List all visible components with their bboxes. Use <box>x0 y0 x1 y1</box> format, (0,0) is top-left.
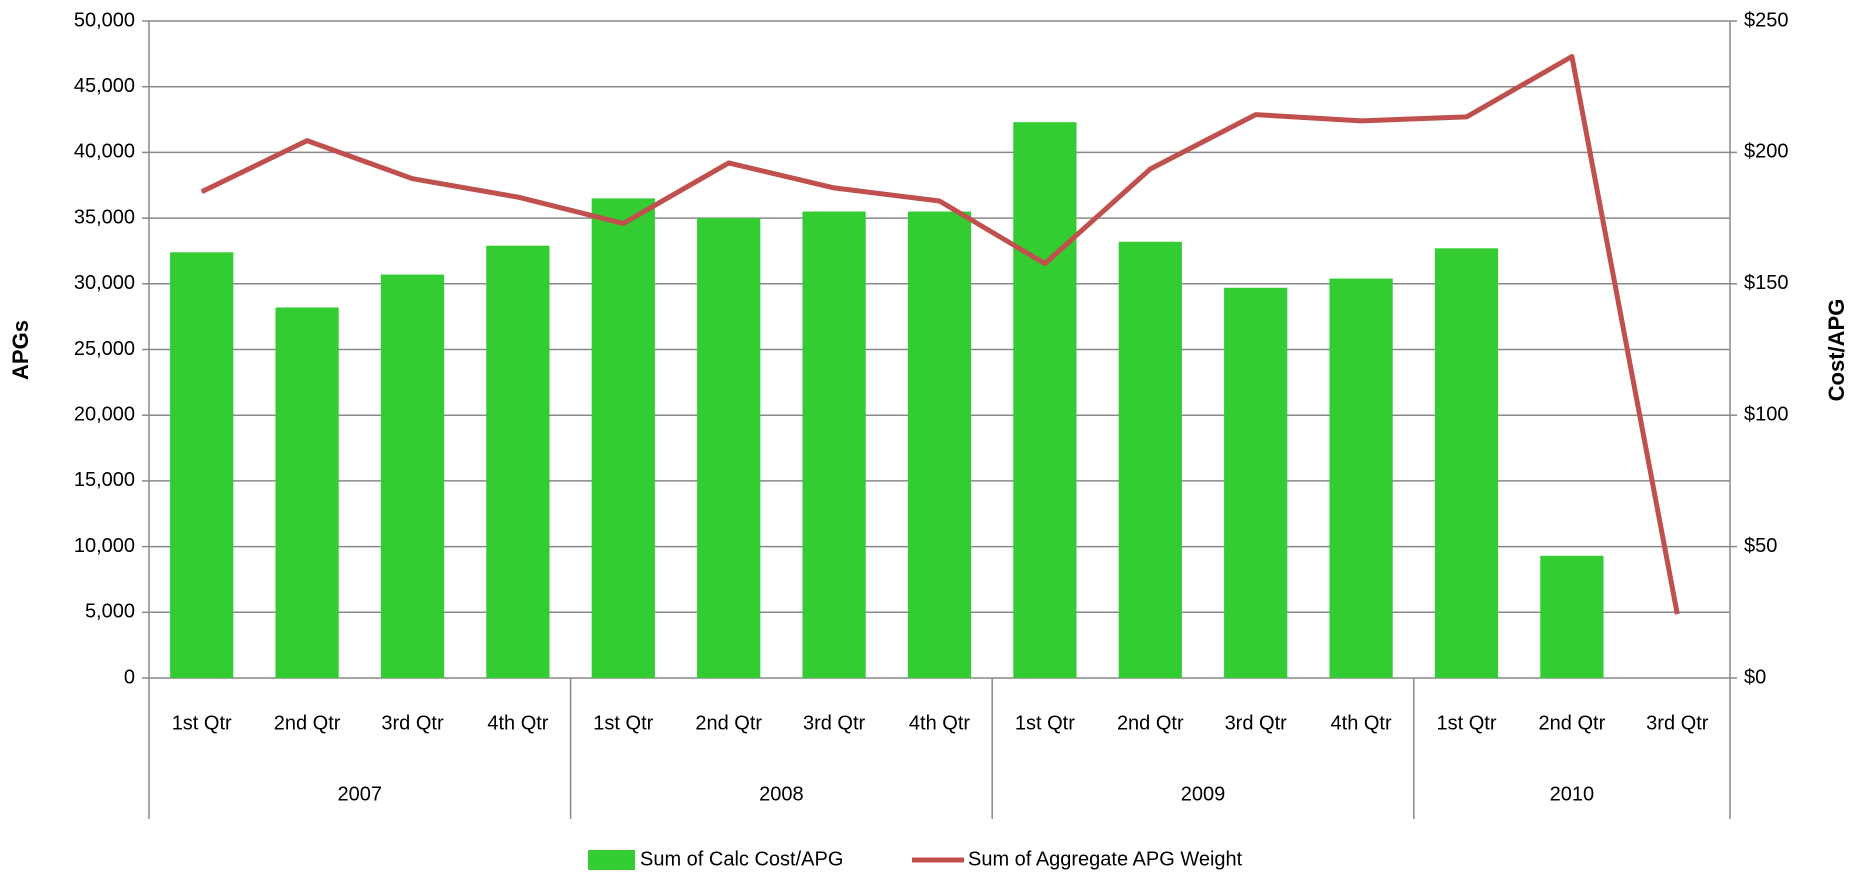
x-tick-label: 1st Qtr <box>593 712 653 734</box>
bar <box>170 252 234 678</box>
y-tick-label: 35,000 <box>74 206 135 228</box>
y-tick-label: 15,000 <box>74 469 135 491</box>
bar <box>1540 555 1604 678</box>
x-tick-label: 2nd Qtr <box>695 712 762 734</box>
y2-tick-label: $50 <box>1744 535 1777 557</box>
x-tick-label: 4th Qtr <box>909 712 970 734</box>
bar <box>591 198 655 678</box>
bar <box>1118 241 1182 678</box>
bar <box>1224 287 1288 678</box>
group-label: 2009 <box>1181 783 1226 805</box>
line <box>200 54 1680 615</box>
y-tick-label: 10,000 <box>74 535 135 557</box>
x-tick-label: 3rd Qtr <box>381 712 444 734</box>
bar <box>1329 278 1393 678</box>
y-tick-label: 0 <box>124 666 135 688</box>
x-tick-label: 3rd Qtr <box>1225 712 1288 734</box>
x-tick-label: 4th Qtr <box>487 712 548 734</box>
x-tick-label: 1st Qtr <box>1436 712 1496 734</box>
bar <box>802 211 866 678</box>
bar <box>1013 122 1077 679</box>
y-tick-label: 45,000 <box>74 75 135 97</box>
x-tick-label: 2nd Qtr <box>274 712 341 734</box>
y2-axis-title: Cost/APG <box>1824 299 1849 402</box>
y-tick-label: 50,000 <box>74 9 135 31</box>
x-tick-label: 1st Qtr <box>1015 712 1075 734</box>
x-tick-label: 3rd Qtr <box>803 712 866 734</box>
y-tick-label: 40,000 <box>74 141 135 163</box>
y-tick-label: 30,000 <box>74 272 135 294</box>
y-tick-label: 5,000 <box>85 601 135 623</box>
y2-tick-label: $250 <box>1744 9 1789 31</box>
y-axis-title: APGs <box>8 320 33 380</box>
y-tick-label: 20,000 <box>74 403 135 425</box>
y2-tick-label: $200 <box>1744 141 1789 163</box>
x-tick-label: 2nd Qtr <box>1539 712 1606 734</box>
group-label: 2007 <box>338 783 383 805</box>
legend-swatch <box>588 850 635 870</box>
x-tick-label: 3rd Qtr <box>1646 712 1709 734</box>
x-tick-label: 4th Qtr <box>1331 712 1392 734</box>
x-tick-label: 2nd Qtr <box>1117 712 1184 734</box>
group-label: 2008 <box>759 783 804 805</box>
bar <box>486 245 550 678</box>
legend-label: Sum of Aggregate APG Weight <box>968 848 1243 870</box>
group-label: 2010 <box>1550 783 1595 805</box>
bar <box>275 307 339 678</box>
y2-tick-label: $150 <box>1744 272 1789 294</box>
y2-tick-label: $0 <box>1744 666 1766 688</box>
bar <box>1434 248 1499 678</box>
legend-label: Sum of Calc Cost/APG <box>640 848 843 870</box>
bar <box>380 274 445 678</box>
x-tick-label: 1st Qtr <box>172 712 232 734</box>
bar <box>907 211 972 678</box>
bar <box>697 218 761 678</box>
y-tick-label: 25,000 <box>74 338 135 360</box>
y2-tick-label: $100 <box>1744 403 1789 425</box>
